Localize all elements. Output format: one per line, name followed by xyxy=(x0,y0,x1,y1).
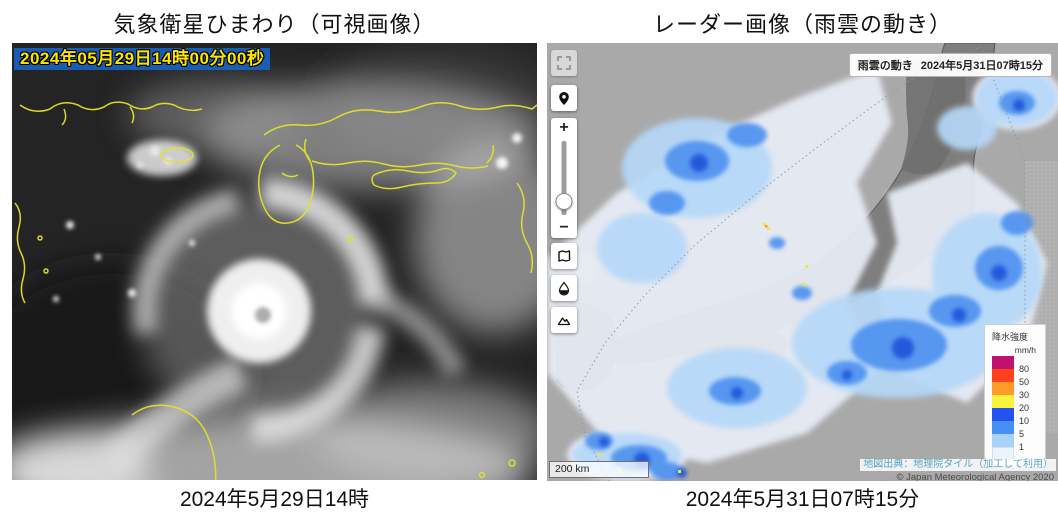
legend-row: 80 xyxy=(992,356,1040,374)
typhoon-cloud xyxy=(99,178,467,476)
legend-swatch xyxy=(992,421,1014,434)
base-map-layer-button[interactable] xyxy=(551,243,577,269)
radar-precipitation-graphic xyxy=(547,43,1058,481)
legend-value: 5 xyxy=(1019,429,1025,439)
satellite-title: 気象衛星ひまわり（可視画像） xyxy=(113,12,436,37)
zoom-slider-rail xyxy=(561,141,567,215)
mountain-icon xyxy=(557,317,571,326)
radar-datetime-label: 雨雲の動き 2024年5月31日07時15分 xyxy=(848,53,1052,77)
precipitation-legend: 降水強度 mm/h 80 50 30 20 10 5 1 xyxy=(984,324,1046,467)
satellite-timestamp-overlay: 2024年05月29日14時00分00秒 xyxy=(14,48,271,70)
location-pin-icon xyxy=(559,91,569,105)
legend-value: 50 xyxy=(1019,377,1030,387)
legend-row: 10 xyxy=(992,408,1040,426)
legend-row: 50 xyxy=(992,369,1040,387)
legend-swatch xyxy=(992,434,1014,447)
precipitation-layer-button[interactable] xyxy=(551,275,577,301)
topography-layer-button[interactable] xyxy=(551,307,577,333)
legend-value: 80 xyxy=(1019,364,1030,374)
legend-swatch xyxy=(992,369,1014,382)
legend-swatch xyxy=(992,382,1014,395)
fullscreen-icon xyxy=(557,56,571,70)
zoom-slider-track[interactable] xyxy=(551,138,577,218)
radar-label-title: 雨雲の動き xyxy=(857,60,913,72)
map-scale-bar: 200 km xyxy=(549,461,649,478)
zoom-out-button[interactable]: − xyxy=(551,218,577,238)
fullscreen-button[interactable] xyxy=(551,50,577,76)
legend-row: 1 xyxy=(992,434,1040,452)
zoom-control: + − xyxy=(551,118,577,238)
legend-row: 5 xyxy=(992,421,1040,439)
legend-value: 30 xyxy=(1019,390,1030,400)
radar-label-datetime: 2024年5月31日07時15分 xyxy=(920,60,1043,72)
raindrop-icon xyxy=(558,281,570,296)
satellite-image: 2024年05月29日14時00分00秒 xyxy=(12,43,537,480)
map-source-attribution: 地図出典：地理院タイル（加工して利用） xyxy=(860,459,1056,471)
radar-caption: 2024年5月31日07時15分 xyxy=(685,488,920,511)
legend-swatch xyxy=(992,356,1014,369)
legend-value: 10 xyxy=(1019,416,1030,426)
satellite-caption: 2024年5月29日14時 xyxy=(179,488,370,511)
zoom-slider-knob[interactable] xyxy=(555,193,573,210)
copyright-attribution: © Japan Meteorological Agency 2020 xyxy=(896,472,1054,481)
legend-title: 降水強度 xyxy=(992,332,1029,342)
legend-swatch xyxy=(992,395,1014,408)
radar-map-canvas[interactable]: + − 雨雲の動き 2024年5月31日07時15分 xyxy=(547,43,1058,481)
satellite-cloud-graphic xyxy=(12,43,537,480)
map-icon xyxy=(558,250,571,262)
radar-title: レーダー画像（雨雲の動き） xyxy=(652,12,952,37)
legend-unit: mm/h xyxy=(1014,345,1036,355)
current-location-button[interactable] xyxy=(551,85,577,111)
coastline-overlay xyxy=(14,101,537,480)
legend-swatch xyxy=(992,408,1014,421)
zoom-in-button[interactable]: + xyxy=(551,118,577,138)
legend-value: 20 xyxy=(1019,403,1030,413)
legend-row: 30 xyxy=(992,382,1040,400)
legend-row: 20 xyxy=(992,395,1040,413)
legend-value: 1 xyxy=(1019,442,1025,452)
